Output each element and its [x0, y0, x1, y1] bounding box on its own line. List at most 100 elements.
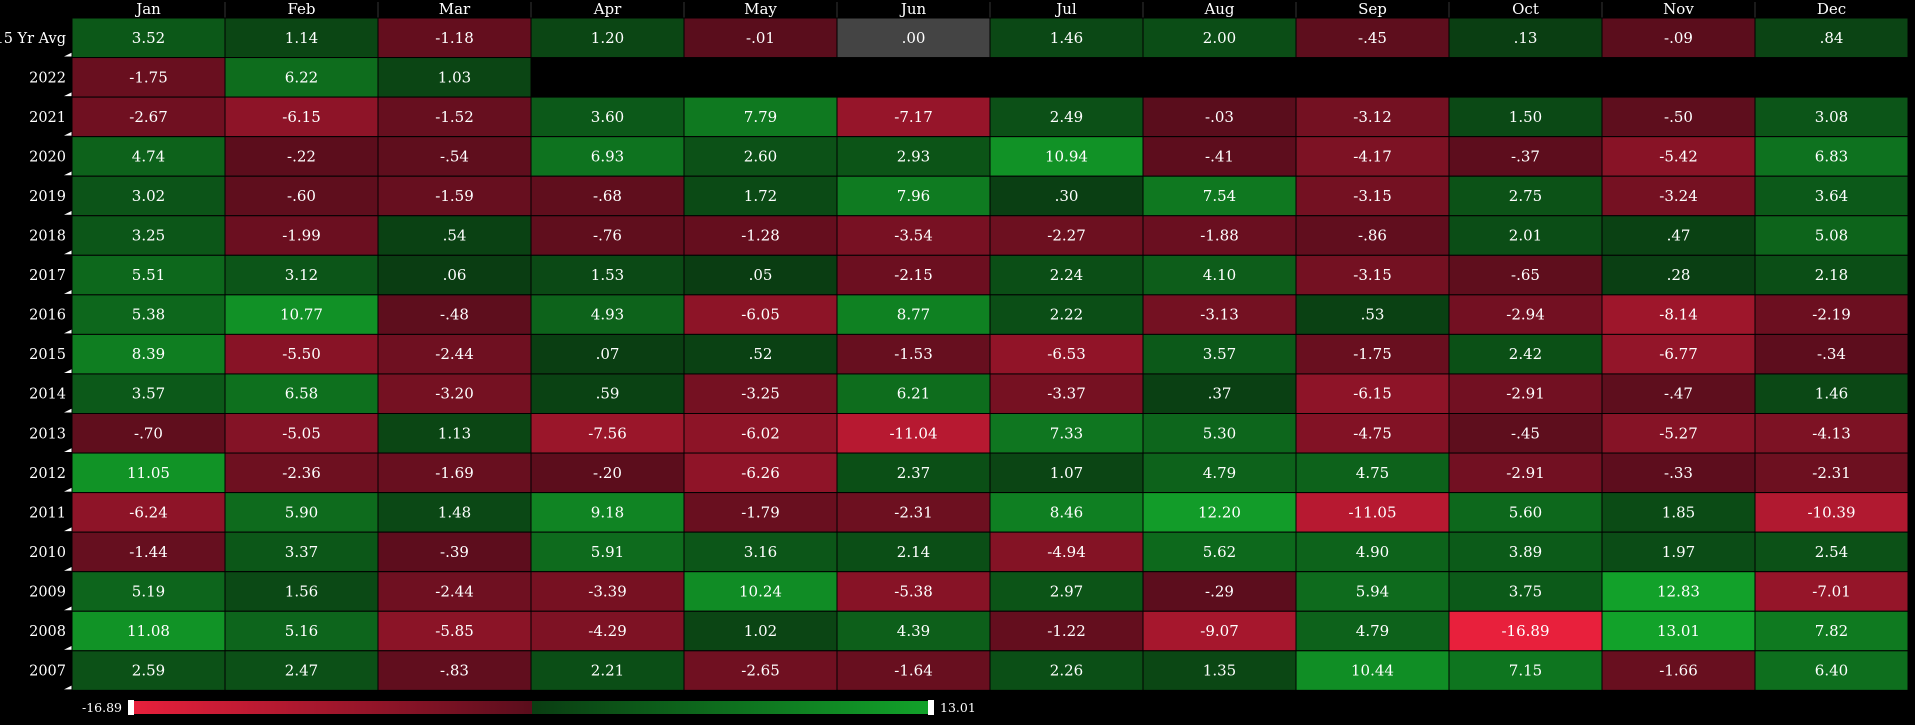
cell-value-label: -6.24	[129, 503, 167, 521]
heatmap-cell	[224, 373, 379, 415]
cell-value-label: 5.16	[285, 622, 318, 640]
cell-value-label: .05	[749, 266, 773, 284]
cell-value-label: -6.77	[1659, 345, 1697, 363]
cell-value-label: -2.44	[435, 582, 473, 600]
heatmap-cell	[1601, 650, 1756, 691]
heatmap-cell	[1448, 610, 1603, 652]
cell-value-label: -3.54	[894, 227, 932, 245]
cell-value-label: -8.14	[1659, 306, 1697, 324]
cell-value-label: -16.89	[1501, 622, 1549, 640]
heatmap-cell	[1601, 571, 1756, 612]
cell-value-label: -9.07	[1200, 622, 1238, 640]
row-marker	[64, 329, 72, 334]
row-label: 15 Yr Avg	[0, 31, 66, 47]
month-label-jun: Jun	[899, 0, 927, 18]
heatmap-cell	[1142, 136, 1297, 177]
scale-max-label: 13.01	[940, 700, 976, 715]
cell-value-label: 11.08	[127, 622, 170, 640]
heatmap-cell	[71, 96, 226, 138]
heatmap-cell	[1601, 175, 1756, 217]
heatmap-cell	[1754, 571, 1909, 612]
heatmap-cell	[224, 17, 379, 59]
cell-value-label: 2.01	[1509, 227, 1542, 245]
heatmap-cell	[836, 413, 991, 454]
cell-value-label: 5.62	[1203, 543, 1236, 561]
cell-value-label: 1.50	[1509, 108, 1542, 126]
cell-value-label: -1.69	[435, 464, 473, 482]
heatmap-cell	[224, 333, 379, 375]
heatmap-cell	[1448, 650, 1603, 691]
cell-value-label: 3.75	[1509, 582, 1542, 600]
heatmap-cell	[683, 17, 838, 59]
cell-value-label: -3.37	[1047, 385, 1085, 403]
heatmap-cell	[1754, 333, 1909, 375]
heatmap-cell	[1754, 373, 1909, 415]
heatmap-cell	[1754, 136, 1909, 177]
cell-value-label: 2.49	[1050, 108, 1083, 126]
heatmap-cell	[989, 215, 1144, 256]
row-marker	[64, 368, 72, 373]
cell-value-label: -11.04	[889, 424, 937, 442]
cell-value-label: 4.79	[1356, 622, 1389, 640]
heatmap-cell	[1448, 294, 1603, 335]
cell-value-label: -.68	[593, 187, 622, 205]
row-label: 2022	[29, 70, 66, 86]
cell-value-label: -10.39	[1807, 503, 1855, 521]
heatmap-cell	[1295, 413, 1450, 454]
heatmap-cell	[989, 413, 1144, 454]
cell-value-label: 7.54	[1203, 187, 1236, 205]
cell-value-label: -6.02	[741, 424, 779, 442]
heatmap-cell	[989, 17, 1144, 59]
cell-value-label: 7.79	[744, 108, 777, 126]
heatmap-cell	[224, 57, 379, 98]
cell-value-label: 3.16	[744, 543, 777, 561]
heatmap-cell	[1448, 136, 1603, 177]
heatmap-cell	[683, 571, 838, 612]
cell-value-label: .59	[596, 385, 620, 403]
cell-value-label: 3.52	[132, 29, 165, 47]
month-label-mar: Mar	[439, 0, 471, 18]
heatmap-cell	[530, 531, 685, 573]
cell-value-label: 1.07	[1050, 464, 1083, 482]
heatmap-cell	[71, 294, 226, 335]
heatmap-cell	[377, 215, 532, 256]
heatmap-cell	[836, 136, 991, 177]
month-label-nov: Nov	[1663, 0, 1694, 18]
cell-value-label: 3.57	[132, 385, 165, 403]
cell-value-label: .47	[1667, 227, 1691, 245]
cell-value-label: -1.28	[741, 227, 779, 245]
heatmap-cell	[1601, 215, 1756, 256]
heatmap-cell	[1295, 650, 1450, 691]
cell-value-label: 7.33	[1050, 424, 1083, 442]
cell-value-label: 13.01	[1657, 622, 1700, 640]
heatmap-cell	[377, 452, 532, 494]
cell-value-label: -3.24	[1659, 187, 1697, 205]
cell-value-label: .37	[1208, 385, 1232, 403]
cell-value-label: -6.53	[1047, 345, 1085, 363]
heatmap-cell	[989, 333, 1144, 375]
heatmap-cell	[1754, 294, 1909, 335]
heatmap-cell	[1448, 571, 1603, 612]
cell-value-label: -2.36	[282, 464, 320, 482]
cell-value-label: 2.00	[1203, 29, 1236, 47]
cell-value-label: 3.08	[1815, 108, 1848, 126]
heatmap-cell	[377, 294, 532, 335]
heatmap-cell	[683, 492, 838, 533]
cell-value-label: -3.39	[588, 582, 626, 600]
row-label: 2021	[29, 110, 66, 126]
row-marker	[64, 92, 72, 97]
cell-value-label: 6.21	[897, 385, 930, 403]
heatmap-cell	[683, 175, 838, 217]
cell-value-label: 2.14	[897, 543, 930, 561]
heatmap-cell	[1142, 254, 1297, 296]
scale-negative-gradient	[132, 701, 532, 714]
row-label: 2007	[29, 664, 66, 680]
cell-value-label: -1.79	[741, 503, 779, 521]
cell-value-label: .28	[1667, 266, 1691, 284]
heatmap-cell	[683, 531, 838, 573]
heatmap-cell	[224, 96, 379, 138]
cell-value-label: -2.94	[1506, 306, 1544, 324]
heatmap-cell	[377, 650, 532, 691]
heatmap-cell	[1601, 531, 1756, 573]
heatmap-cell	[1142, 452, 1297, 494]
